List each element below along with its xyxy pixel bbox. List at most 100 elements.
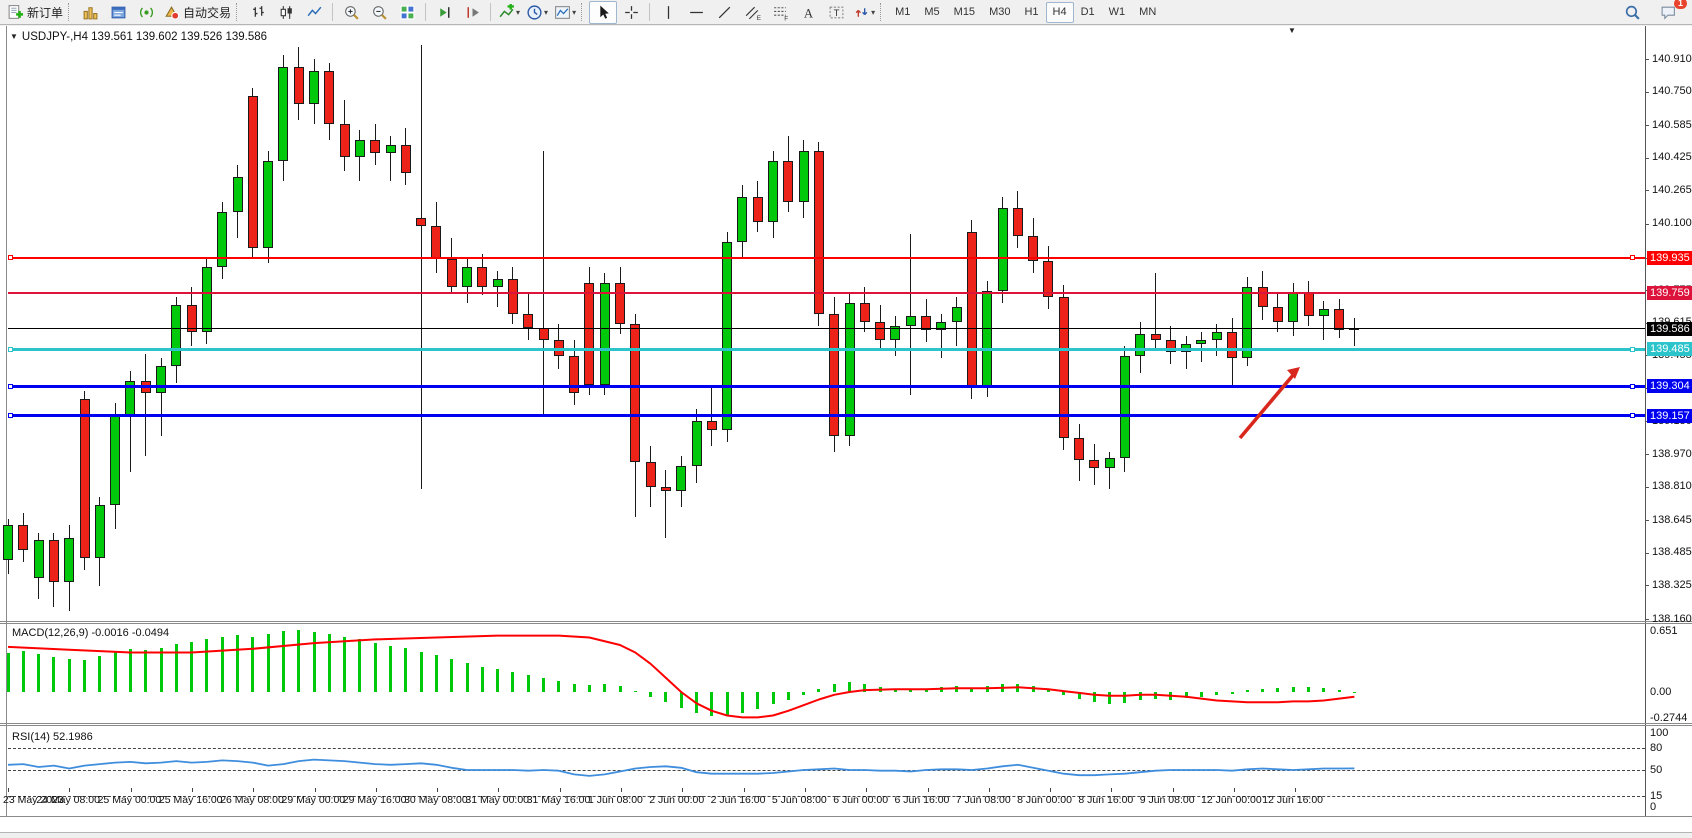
- chart-shift-button[interactable]: [458, 1, 486, 24]
- price-tick: [1645, 585, 1649, 587]
- dropdown-caret-icon[interactable]: ▾: [544, 7, 549, 17]
- zoom-in-button[interactable]: [337, 1, 365, 24]
- macd-histogram-bar: [557, 680, 561, 692]
- timeframe-button-mn[interactable]: MN: [1139, 6, 1157, 18]
- macd-histogram-bar: [1261, 689, 1265, 692]
- price-tick: [1645, 520, 1649, 522]
- svg-text:F: F: [784, 15, 788, 21]
- timeframe-button-h4[interactable]: H4: [1045, 1, 1074, 23]
- pane-divider: [0, 621, 1692, 622]
- macd-histogram-bar: [6, 652, 10, 692]
- candle: [1089, 460, 1100, 469]
- cursor-button[interactable]: [589, 0, 618, 24]
- candle: [1288, 293, 1299, 322]
- chart-window-button[interactable]: [76, 1, 104, 24]
- timeframe-button-m30[interactable]: M30: [989, 6, 1011, 18]
- timeframe-button-m15[interactable]: M15: [953, 6, 976, 18]
- toolbar-separator: [490, 3, 492, 21]
- crosshair-button[interactable]: [617, 1, 645, 24]
- candle: [875, 321, 886, 340]
- line-handle[interactable]: [1630, 413, 1635, 419]
- macd-histogram-bar: [1322, 688, 1326, 692]
- candle: [660, 486, 671, 491]
- auto-trading-button[interactable]: 自动交易: [160, 1, 234, 24]
- search-button[interactable]: [1618, 1, 1646, 24]
- price-tick-label: 138.970: [1652, 447, 1692, 460]
- macd-histogram-bar: [771, 692, 775, 705]
- macd-histogram-bar: [1276, 688, 1280, 692]
- macd-histogram-bar: [924, 689, 928, 692]
- market-watch-button[interactable]: [104, 1, 132, 24]
- macd-histogram-bar: [159, 647, 163, 692]
- dropdown-caret-icon[interactable]: ▾: [572, 7, 577, 17]
- price-tick-label: 140.910: [1652, 52, 1692, 65]
- price-tick: [1645, 190, 1649, 192]
- trendline-button[interactable]: [710, 1, 738, 24]
- line-handle[interactable]: [1630, 383, 1635, 389]
- macd-histogram-bar: [511, 672, 515, 692]
- macd-histogram-bar: [190, 642, 194, 692]
- dropdown-caret-icon[interactable]: ▾: [871, 7, 876, 17]
- horizontal-line-button[interactable]: [682, 1, 710, 24]
- candle: [1150, 333, 1161, 340]
- label-button[interactable]: T: [822, 1, 850, 24]
- macd-histogram-bar: [389, 645, 392, 692]
- candle: [1303, 293, 1314, 316]
- svg-text:A: A: [803, 6, 813, 20]
- time-axis-tick: [130, 788, 132, 792]
- macd-histogram-bar: [817, 689, 821, 692]
- line-handle[interactable]: [1630, 255, 1635, 261]
- candle-wick: [1353, 317, 1355, 347]
- timeframe-button-w1[interactable]: W1: [1108, 6, 1126, 18]
- indicators-button[interactable]: ▾: [495, 1, 523, 24]
- candle-wick: [543, 150, 544, 416]
- templates-button[interactable]: ▾: [551, 1, 579, 24]
- bar-chart-button[interactable]: [244, 1, 272, 24]
- candle: [936, 321, 947, 330]
- line-handle[interactable]: [1630, 346, 1635, 352]
- zoom-out-button[interactable]: [365, 1, 393, 24]
- horizontal-line-object[interactable]: [8, 347, 1645, 351]
- macd-histogram-bar: [802, 692, 806, 695]
- candle: [829, 313, 840, 436]
- candle: [844, 303, 855, 436]
- fibonacci-button[interactable]: F: [766, 1, 794, 24]
- candle: [64, 537, 75, 583]
- line-handle[interactable]: [8, 346, 13, 352]
- timeframe-button-m5[interactable]: M5: [924, 6, 940, 18]
- candle-chart-button[interactable]: [272, 1, 300, 24]
- chevron-down-icon[interactable]: ▼: [10, 32, 18, 41]
- timeframe-button-d1[interactable]: D1: [1080, 6, 1095, 18]
- text-button[interactable]: A: [794, 1, 822, 24]
- channel-button[interactable]: E: [738, 1, 766, 24]
- time-axis-tick: [1172, 788, 1174, 792]
- tile-windows-button[interactable]: [393, 1, 421, 24]
- line-handle[interactable]: [8, 383, 13, 389]
- trend-arrow-annotation[interactable]: [1238, 367, 1300, 440]
- dropdown-caret-icon[interactable]: ▾: [516, 7, 521, 17]
- timeframe-button-m1[interactable]: M1: [895, 6, 911, 18]
- line-chart-button[interactable]: [300, 1, 328, 24]
- horizontal-line-object[interactable]: [8, 292, 1645, 295]
- chat-button[interactable]: 1: [1654, 0, 1687, 24]
- horizontal-line-object[interactable]: [8, 256, 1645, 259]
- line-handle[interactable]: [8, 413, 13, 419]
- macd-axis-label: 0.00: [1650, 686, 1672, 698]
- chart-area[interactable]: ▼ USDJPY-,H4 139.561 139.602 139.526 139.…: [0, 26, 1692, 832]
- time-axis-tick: [8, 788, 9, 792]
- auto-scroll-button[interactable]: [430, 1, 458, 24]
- periods-button[interactable]: ▾: [523, 1, 551, 24]
- price-tick-label: 140.585: [1652, 118, 1692, 131]
- candle: [783, 160, 794, 202]
- timeframe-button-h1[interactable]: H1: [1024, 6, 1039, 18]
- candle: [79, 399, 90, 558]
- vertical-line-button[interactable]: [654, 1, 682, 24]
- price-tick-label: 140.425: [1652, 151, 1692, 164]
- new-order-button[interactable]: 新订单: [4, 1, 66, 24]
- line-handle[interactable]: [8, 255, 13, 261]
- signal-button[interactable]: [132, 1, 160, 24]
- macd-histogram-bar: [832, 683, 836, 692]
- horizontal-line-object[interactable]: [8, 414, 1645, 418]
- horizontal-line-object[interactable]: [8, 384, 1645, 388]
- arrows-button[interactable]: ▾: [850, 1, 878, 24]
